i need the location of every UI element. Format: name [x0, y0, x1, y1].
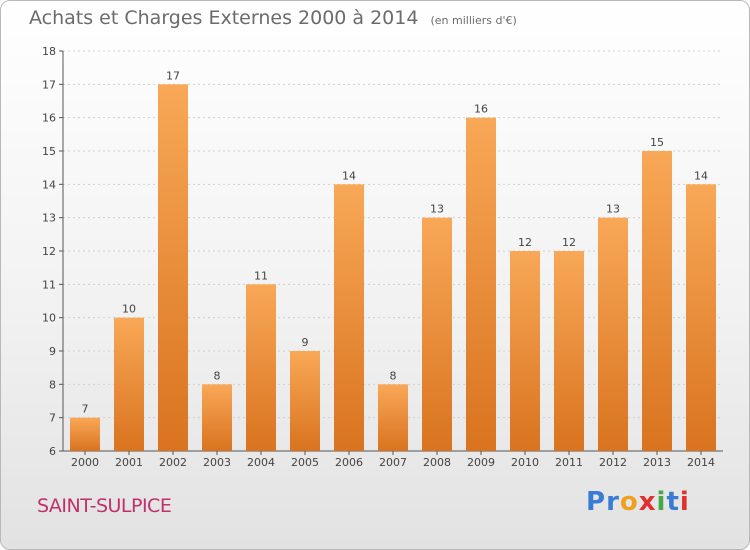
x-tick-label: 2011	[555, 456, 583, 469]
data-label: 14	[342, 169, 356, 182]
data-label: 8	[214, 369, 221, 382]
x-tick-label: 2003	[203, 456, 231, 469]
city-name: SAINT-SULPICE	[37, 495, 172, 517]
x-tick-label: 2012	[599, 456, 627, 469]
x-tick-label: 2013	[643, 456, 671, 469]
x-tick-label: 2014	[687, 456, 715, 469]
bar-2004	[246, 284, 276, 451]
logo-letter: o	[619, 487, 639, 517]
x-tick-label: 2010	[511, 456, 539, 469]
bar-2006	[334, 184, 364, 452]
bar-2002	[158, 84, 188, 451]
data-label: 8	[390, 369, 397, 382]
y-tick-label: 12	[42, 245, 56, 258]
x-tick-label: 2009	[467, 456, 495, 469]
y-tick-label: 14	[42, 178, 56, 191]
x-tick-label: 2006	[335, 456, 363, 469]
logo-letter: t	[666, 487, 680, 517]
x-tick-label: 2007	[379, 456, 407, 469]
bar-2010	[510, 251, 540, 451]
x-tick-label: 2004	[247, 456, 275, 469]
bar-2003	[202, 384, 232, 451]
y-tick-label: 7	[49, 412, 56, 425]
bar-2008	[422, 217, 452, 451]
chart-subtitle: (en milliers d'€)	[430, 14, 517, 27]
y-tick-label: 9	[49, 345, 56, 358]
data-label: 10	[122, 303, 136, 316]
data-label: 13	[606, 203, 620, 216]
chart-title-block: Achats et Charges Externes 2000 à 2014 (…	[29, 7, 517, 29]
data-label: 14	[694, 169, 708, 182]
data-label: 13	[430, 203, 444, 216]
y-tick-label: 15	[42, 145, 56, 158]
data-label: 17	[166, 69, 180, 82]
y-tick-label: 10	[42, 312, 56, 325]
logo-letter: x	[638, 487, 657, 517]
bar-2009	[466, 117, 496, 452]
bar-2014	[686, 184, 716, 452]
bar-2001	[114, 317, 144, 451]
x-tick-label: 2001	[115, 456, 143, 469]
x-tick-label: 2000	[71, 456, 99, 469]
logo-letter: P	[586, 487, 607, 517]
bar-2013	[642, 151, 672, 451]
data-label: 9	[302, 336, 309, 349]
x-tick-label: 2002	[159, 456, 187, 469]
y-tick-label: 6	[49, 445, 56, 458]
y-tick-label: 16	[42, 112, 56, 125]
bar-2012	[598, 217, 628, 451]
y-tick-label: 17	[42, 78, 56, 91]
logo-letter: i	[656, 487, 667, 517]
y-tick-label: 11	[42, 278, 56, 291]
data-label: 12	[518, 236, 532, 249]
data-label: 11	[254, 269, 268, 282]
logo-letter: i	[679, 487, 690, 517]
data-label: 16	[474, 103, 488, 116]
bar-2000	[70, 417, 100, 451]
data-label: 15	[650, 136, 664, 149]
bar-2005	[290, 351, 320, 451]
y-tick-label: 18	[42, 45, 56, 58]
bar-2007	[378, 384, 408, 451]
bar-2011	[554, 251, 584, 451]
data-label: 12	[562, 236, 576, 249]
y-tick-label: 8	[49, 378, 56, 391]
proxiti-logo: Proxiti	[586, 487, 690, 517]
logo-letter: r	[606, 487, 620, 517]
chart-title: Achats et Charges Externes 2000 à 2014	[29, 7, 419, 29]
x-tick-label: 2008	[423, 456, 451, 469]
x-tick-label: 2005	[291, 456, 319, 469]
y-tick-label: 13	[42, 212, 56, 225]
data-label: 7	[82, 403, 89, 416]
